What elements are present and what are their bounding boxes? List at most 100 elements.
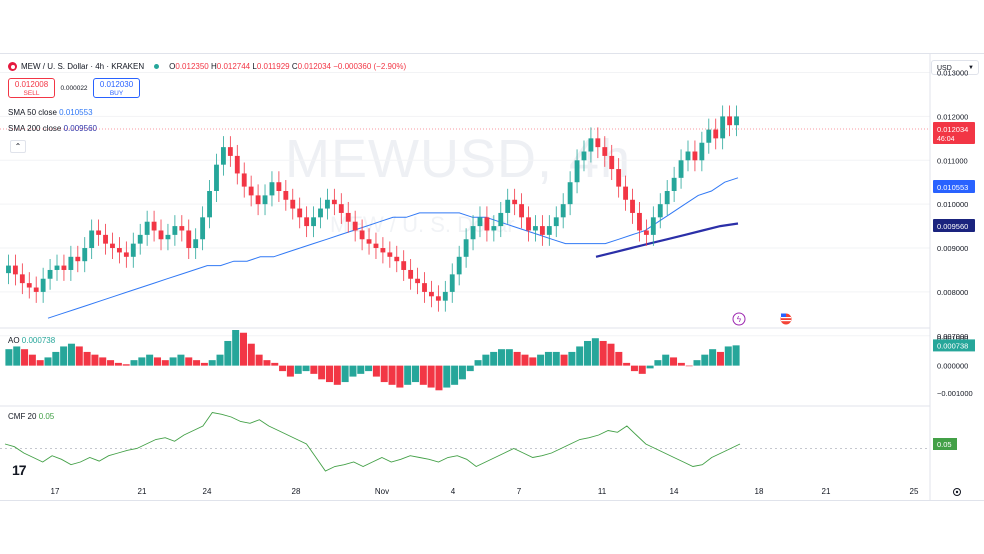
candle-body — [33, 287, 39, 292]
ao-bar — [724, 346, 732, 366]
cmf-legend[interactable]: CMF 20 0.05 — [8, 412, 55, 421]
candle-body — [581, 151, 587, 161]
symbol-title[interactable]: MEW / U. S. Dollar · 4h · KRAKEN — [21, 62, 145, 71]
candle-body — [678, 160, 684, 178]
sma200-legend[interactable]: SMA 200 close 0.009560 — [8, 124, 97, 133]
ao-bar — [404, 365, 412, 385]
candle-body — [96, 230, 102, 235]
ao-bar — [310, 365, 318, 374]
time-tick-label: 21 — [138, 487, 147, 496]
candle-body — [220, 147, 226, 165]
ao-bar — [177, 354, 185, 366]
collapse-legend-icon[interactable]: ⌃ — [10, 140, 26, 153]
candle-body — [54, 265, 60, 270]
ao-bar — [99, 357, 107, 366]
ao-legend[interactable]: AO 0.000738 — [8, 336, 56, 345]
ao-bar — [638, 365, 646, 374]
candle-body — [546, 226, 552, 235]
ao-bar — [732, 345, 740, 366]
ao-bar — [482, 354, 490, 366]
sell-button[interactable]: 0.012008 SELL — [8, 78, 55, 98]
candle-body — [352, 221, 358, 231]
spread-value: 0.000022 — [60, 84, 88, 92]
candle-body — [241, 173, 247, 187]
ao-bar — [701, 354, 709, 366]
buy-button[interactable]: 0.012030 BUY — [93, 78, 140, 98]
candle-body — [387, 252, 393, 257]
candle-body — [401, 261, 407, 270]
price-tick-label: 0.007000 — [937, 332, 968, 341]
price-tick-label: 0.010000 — [937, 200, 968, 209]
ao-bar — [630, 365, 638, 372]
ao-bar — [716, 351, 724, 366]
candle-body — [130, 243, 136, 257]
candle-body — [373, 243, 379, 249]
ao-bar — [255, 354, 263, 366]
sma200-price-tag: 0.009560 — [933, 219, 975, 232]
ao-bar — [529, 357, 537, 366]
candle-body — [227, 147, 233, 156]
ao-tick-label: 0.000000 — [937, 362, 968, 371]
ao-bar — [107, 360, 115, 366]
ao-bar — [646, 365, 654, 369]
time-tick-label: 28 — [292, 487, 301, 496]
candle-body — [442, 291, 448, 301]
candle-body — [609, 155, 615, 170]
tradingview-logo-icon: 17 — [12, 462, 27, 478]
ao-bar — [271, 362, 279, 366]
ao-bar — [185, 357, 193, 366]
ao-bar — [544, 351, 552, 366]
ao-bar — [474, 360, 482, 366]
event-markers: ϟ — [732, 312, 793, 326]
ao-bar — [75, 346, 83, 366]
ao-bar — [200, 362, 208, 366]
ao-bar — [451, 365, 459, 385]
ao-bar — [552, 351, 560, 366]
candle-body — [82, 248, 88, 262]
candles — [6, 105, 739, 312]
ao-bar — [521, 354, 529, 366]
ao-bar — [498, 349, 506, 366]
currency-select[interactable]: USD ▼ — [931, 60, 979, 75]
candle-body — [706, 129, 712, 143]
candle-body — [498, 212, 504, 227]
candle-body — [290, 199, 296, 209]
candle-body — [699, 142, 705, 161]
candle-body — [380, 248, 386, 253]
candle-body — [595, 138, 601, 148]
candle-body — [61, 265, 67, 270]
candle-body — [193, 239, 199, 249]
candle-body — [477, 217, 483, 227]
ao-bar — [380, 365, 388, 383]
candle-body — [734, 116, 739, 126]
candle-body — [359, 230, 365, 240]
price-tick-label: 0.012000 — [937, 112, 968, 121]
ao-bar — [146, 354, 154, 366]
candle-body — [505, 199, 511, 213]
ao-axis: 0.001000 0.000000 −0.001000 0.000738 — [933, 334, 975, 398]
ao-bar — [13, 346, 21, 366]
candle-body — [408, 269, 414, 279]
ao-bar — [365, 365, 373, 372]
sma50-legend[interactable]: SMA 50 close 0.010553 — [8, 108, 93, 117]
ao-bar — [208, 360, 216, 366]
ao-bar — [505, 349, 513, 366]
candle-body — [727, 116, 733, 126]
candle-body — [179, 226, 185, 231]
ao-bar — [318, 365, 326, 380]
ao-bar — [333, 365, 341, 385]
time-tick-label: 7 — [517, 487, 522, 496]
ao-bar — [232, 330, 240, 366]
ao-bar — [693, 360, 701, 366]
candle-body — [692, 151, 698, 161]
ao-bar — [654, 360, 662, 366]
ao-bar — [44, 357, 52, 366]
candle-body — [637, 212, 642, 231]
ao-bar — [458, 365, 466, 380]
time-axis: 17 21 24 28 Nov 4 7 11 14 18 21 25 — [51, 487, 961, 496]
ohlc-readout: O0.012350 H0.012744 L0.011929 C0.012034 … — [169, 62, 407, 71]
ao-bar — [193, 360, 201, 366]
market-open-icon — [154, 64, 160, 69]
ao-bar — [419, 365, 427, 385]
